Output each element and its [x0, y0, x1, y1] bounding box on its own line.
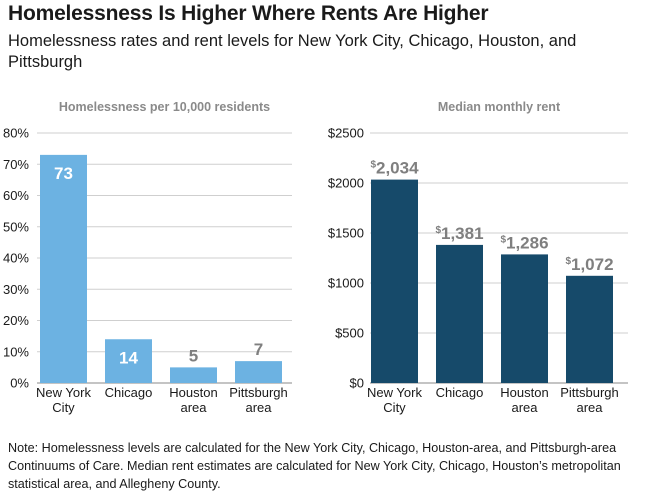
y-tick-label: 40% [3, 251, 29, 266]
y-tick-label: $1500 [328, 226, 364, 241]
bar-1-3 [170, 367, 217, 383]
panel-title-2: Median monthly rent [438, 100, 561, 114]
y-tick-label: 70% [3, 157, 29, 172]
panel-title-1: Homelessness per 10,000 residents [59, 100, 270, 114]
chart-title: Homelessness Is Higher Where Rents Are H… [8, 2, 489, 25]
data-label-2-2: $1,381 [435, 224, 483, 243]
y-tick-label: 60% [3, 188, 29, 203]
y-tick-label: $0 [350, 376, 364, 391]
bar-1-4 [235, 361, 282, 383]
y-tick-label: $500 [335, 326, 364, 341]
bar-1-1 [40, 154, 87, 383]
bar-2-3 [501, 254, 548, 383]
x-tick-label: Chicago [105, 385, 153, 400]
y-tick-label: 50% [3, 219, 29, 234]
data-label-2-4: $1,072 [565, 255, 613, 274]
data-label-2-1: $2,034 [370, 159, 419, 178]
chart-note: Note: Homelessness levels are calculated… [8, 441, 621, 491]
x-tick-label: Pittsburgh area [560, 385, 619, 415]
y-tick-label: 0% [10, 376, 29, 391]
x-tick-label: Chicago [436, 385, 484, 400]
data-label-1-3: 5 [189, 346, 198, 365]
x-tick-label: New York City [36, 385, 91, 415]
y-tick-label: $2500 [328, 126, 364, 141]
bar-1-2 [105, 339, 152, 383]
chart-subtitle: Homelessness rates and rent levels for N… [8, 32, 577, 71]
bar-2-1 [371, 179, 418, 383]
x-tick-label: New York City [367, 385, 422, 415]
data-label-1-2: 14 [119, 348, 138, 367]
charts-canvas: Homelessness per 10,000 residents 0% 10% 20… [3, 100, 628, 415]
x-tick-label: Houston area [500, 385, 548, 415]
bar-2-4 [566, 275, 613, 383]
data-label-1-4: 7 [254, 340, 263, 359]
y-tick-label: $2000 [328, 176, 364, 191]
x-tick-label: Houston area [169, 385, 217, 415]
data-label-2-3: $1,286 [500, 233, 548, 252]
y-tick-label: $1000 [328, 276, 364, 291]
data-label-1-1: 73 [54, 164, 73, 183]
y-tick-label: 80% [3, 126, 29, 141]
y-tick-label: 20% [3, 313, 29, 328]
y-tick-label: 10% [3, 344, 29, 359]
y-tick-label: 30% [3, 282, 29, 297]
bar-2-2 [436, 244, 483, 383]
x-tick-label: Pittsburgh area [229, 385, 288, 415]
